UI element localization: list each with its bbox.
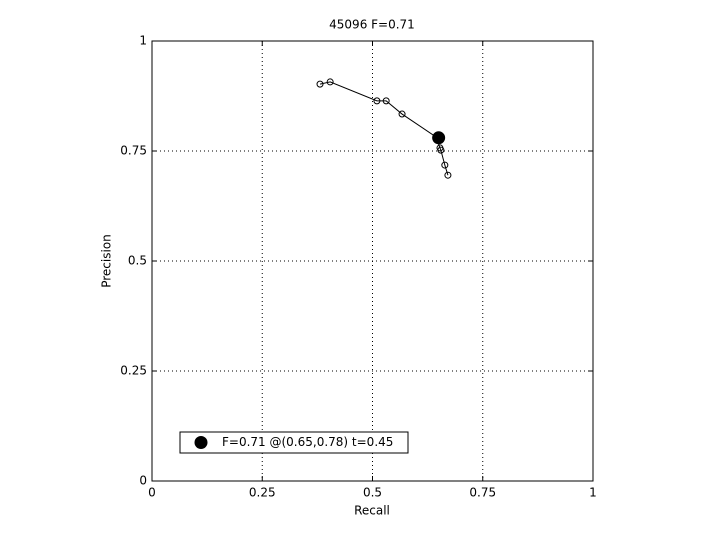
y-axis-label: Precision — [100, 234, 114, 288]
chart-title: 45096 F=0.71 — [329, 18, 415, 32]
x-axis-label: Recall — [354, 504, 390, 518]
point — [382, 97, 390, 105]
point — [373, 97, 381, 105]
point — [441, 161, 449, 169]
series-line — [319, 81, 449, 176]
point — [444, 171, 452, 179]
x-tick-label: 1 — [589, 486, 597, 500]
best-point — [432, 131, 446, 145]
x-tick-label: 0.5 — [363, 486, 382, 500]
y-tick-label: 0 — [139, 474, 147, 488]
y-tick-label: 0.5 — [128, 254, 147, 268]
legend-label: F=0.71 @(0.65,0.78) t=0.45 — [222, 435, 393, 449]
x-tick-label: 0.25 — [249, 486, 276, 500]
point — [437, 146, 445, 154]
y-tick-label: 0.25 — [120, 364, 147, 378]
point — [316, 80, 324, 88]
point — [398, 110, 406, 118]
y-tick-label: 1 — [139, 34, 147, 48]
legend-marker — [194, 436, 208, 449]
x-tick-label: 0 — [148, 486, 156, 500]
point — [326, 78, 334, 86]
legend-box — [179, 431, 409, 454]
x-tick-label: 0.75 — [469, 486, 496, 500]
plot-frame — [151, 40, 594, 482]
y-tick-label: 0.75 — [120, 144, 147, 158]
